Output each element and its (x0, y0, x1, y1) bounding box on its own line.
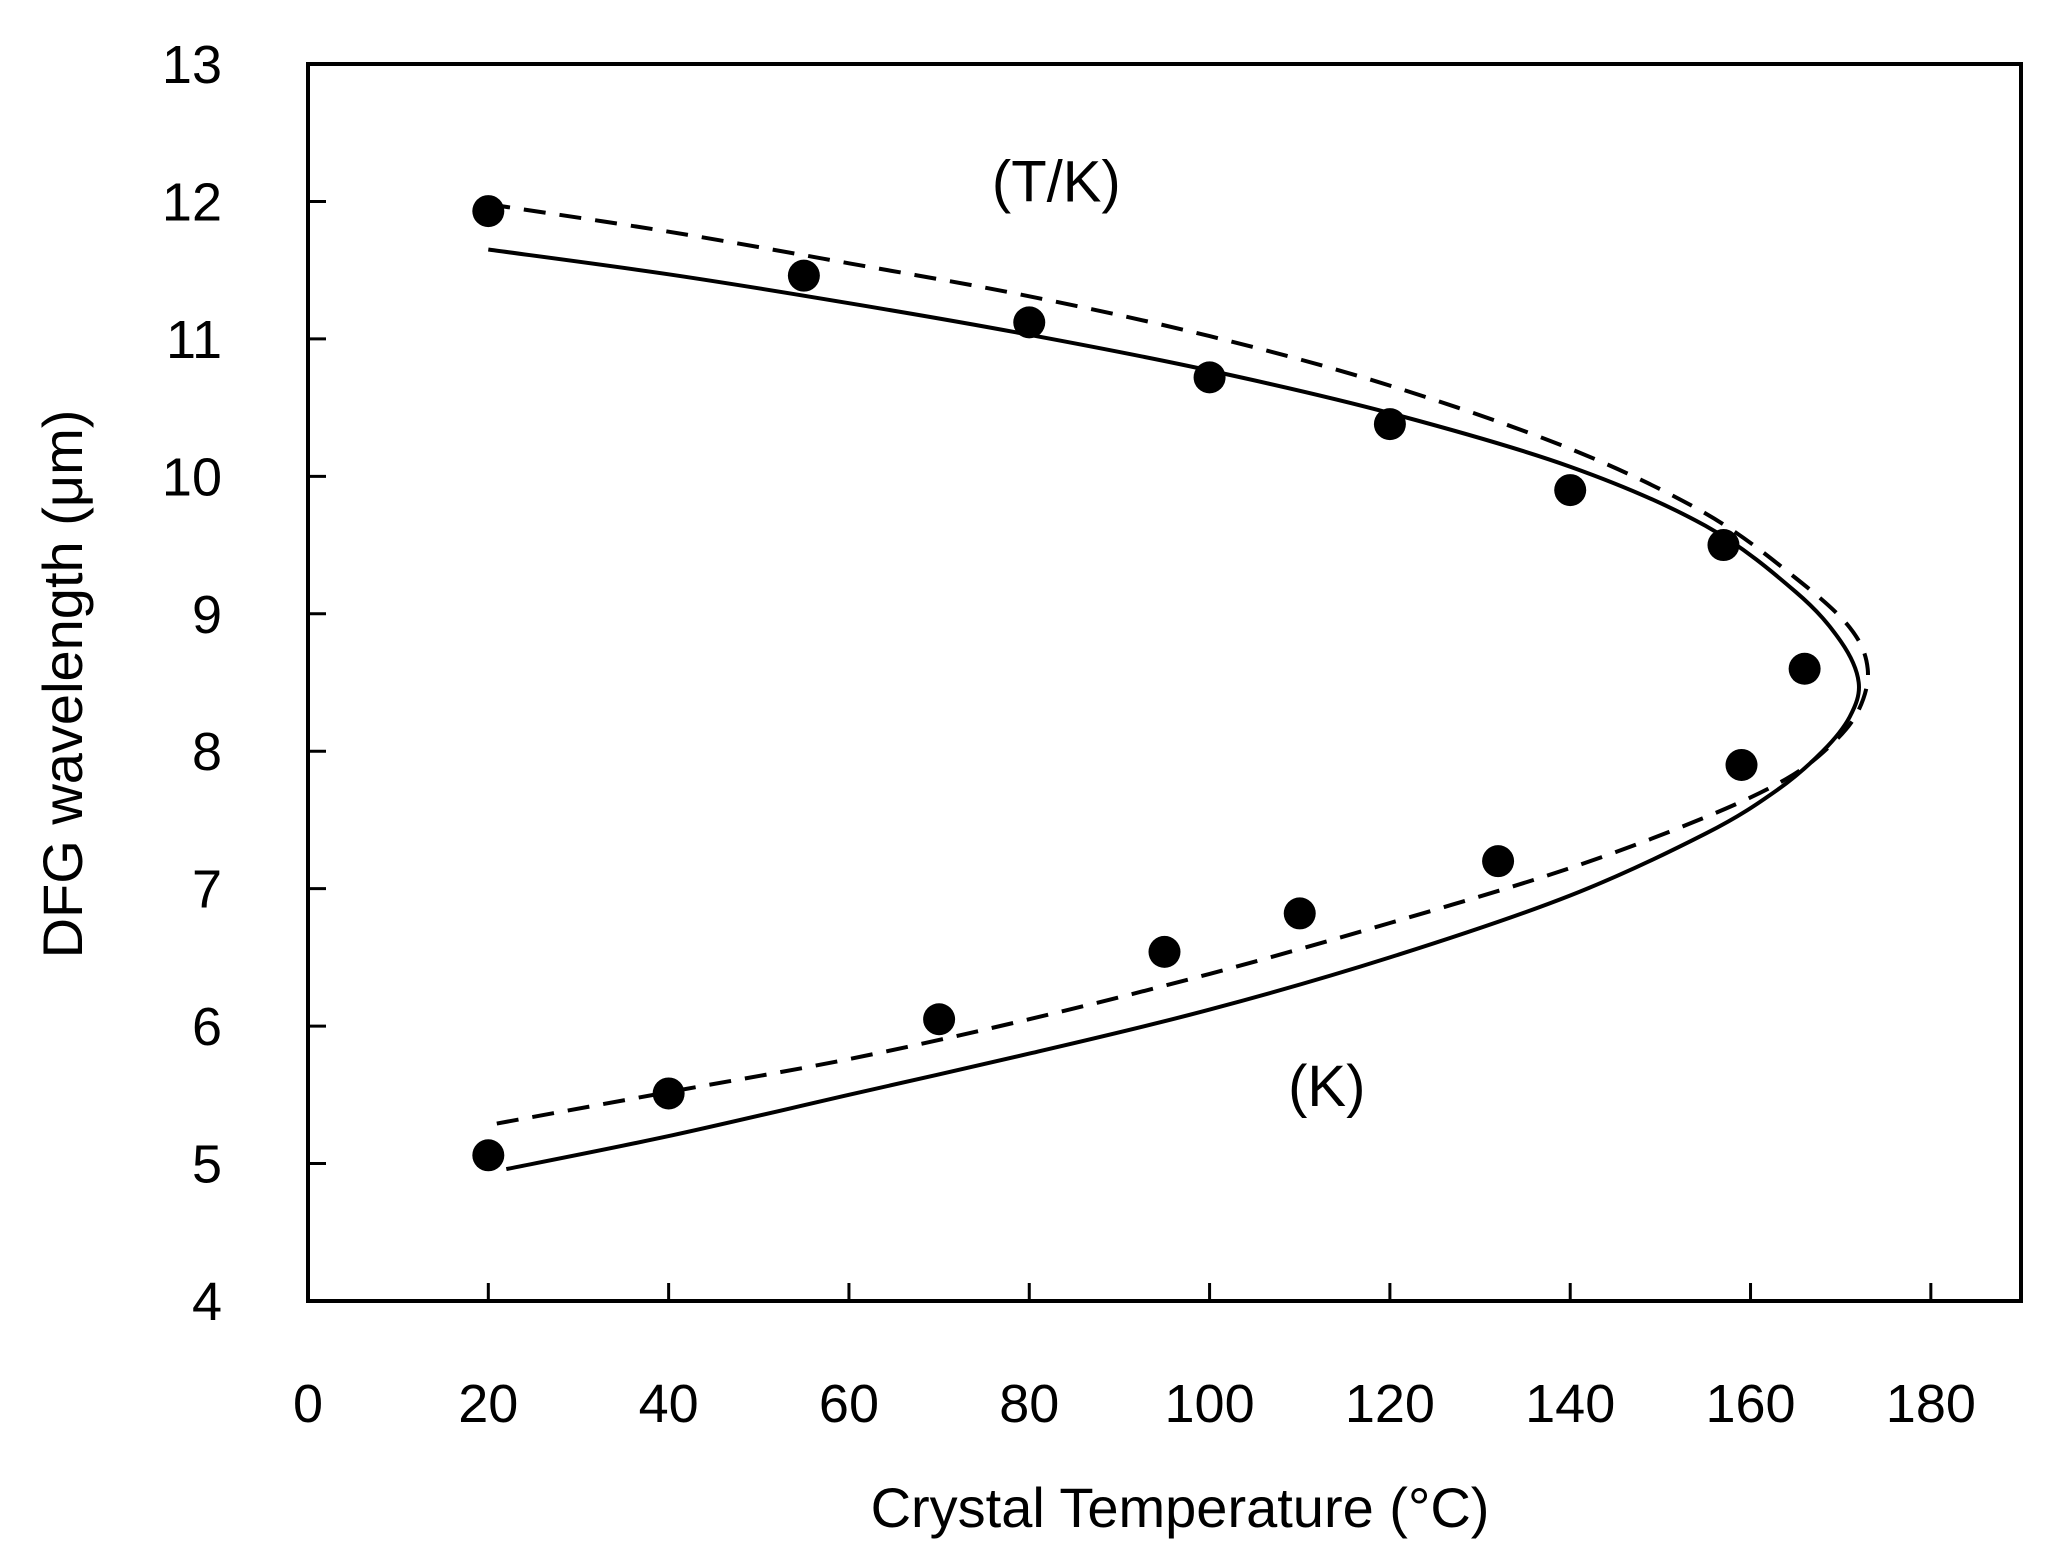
x-tick-label: 120 (1345, 1374, 1435, 1434)
y-tick-label: 5 (192, 1135, 222, 1195)
axis-ticks: 0 20 40 60 80 100 120 140 160 180 4 5 6 7 8 9 10 11 12 13 (162, 35, 1976, 1434)
data-point (1283, 897, 1316, 930)
data-point (923, 1003, 956, 1036)
x-tick-label: 160 (1705, 1374, 1795, 1434)
data-point (787, 259, 820, 292)
x-tick-label: 180 (1886, 1374, 1976, 1434)
x-axis-title: Crystal Temperature (°C) (871, 1476, 1490, 1539)
solid-curve-k (488, 247, 1861, 1172)
data-point (1482, 845, 1515, 878)
dashed-curve-t-k (487, 202, 1870, 1128)
data-point (1013, 306, 1046, 339)
x-tick-label: 20 (458, 1374, 518, 1434)
x-tick-label: 140 (1525, 1374, 1615, 1434)
x-tick-label: 0 (293, 1374, 323, 1434)
data-point (472, 1139, 505, 1172)
plot-area: (T/K) (K) (472, 149, 1870, 1172)
plot-frame (306, 62, 2023, 1303)
data-point (1148, 935, 1181, 968)
curve-label: (K) (1288, 1054, 1365, 1119)
y-tick-label: 12 (162, 172, 222, 232)
curve-label: (T/K) (992, 149, 1121, 214)
y-tick-label: 13 (162, 35, 222, 95)
y-tick-label: 9 (192, 585, 222, 645)
y-tick-label: 7 (192, 860, 222, 920)
data-point (1554, 474, 1587, 507)
y-axis-title: DFG wavelength (μm) (31, 410, 94, 959)
data-point (472, 195, 505, 228)
data-point (1788, 652, 1821, 685)
y-tick-label: 8 (192, 722, 222, 782)
data-point (1725, 748, 1758, 781)
y-tick-label: 4 (192, 1272, 222, 1332)
x-tick-label: 40 (639, 1374, 699, 1434)
data-point (652, 1077, 685, 1110)
x-tick-label: 60 (819, 1374, 879, 1434)
x-tick-label: 100 (1165, 1374, 1255, 1434)
x-tick-label: 80 (999, 1374, 1059, 1434)
y-tick-label: 10 (162, 447, 222, 507)
y-tick-label: 6 (192, 997, 222, 1057)
y-tick-label: 11 (166, 310, 222, 370)
data-point (1707, 529, 1740, 562)
